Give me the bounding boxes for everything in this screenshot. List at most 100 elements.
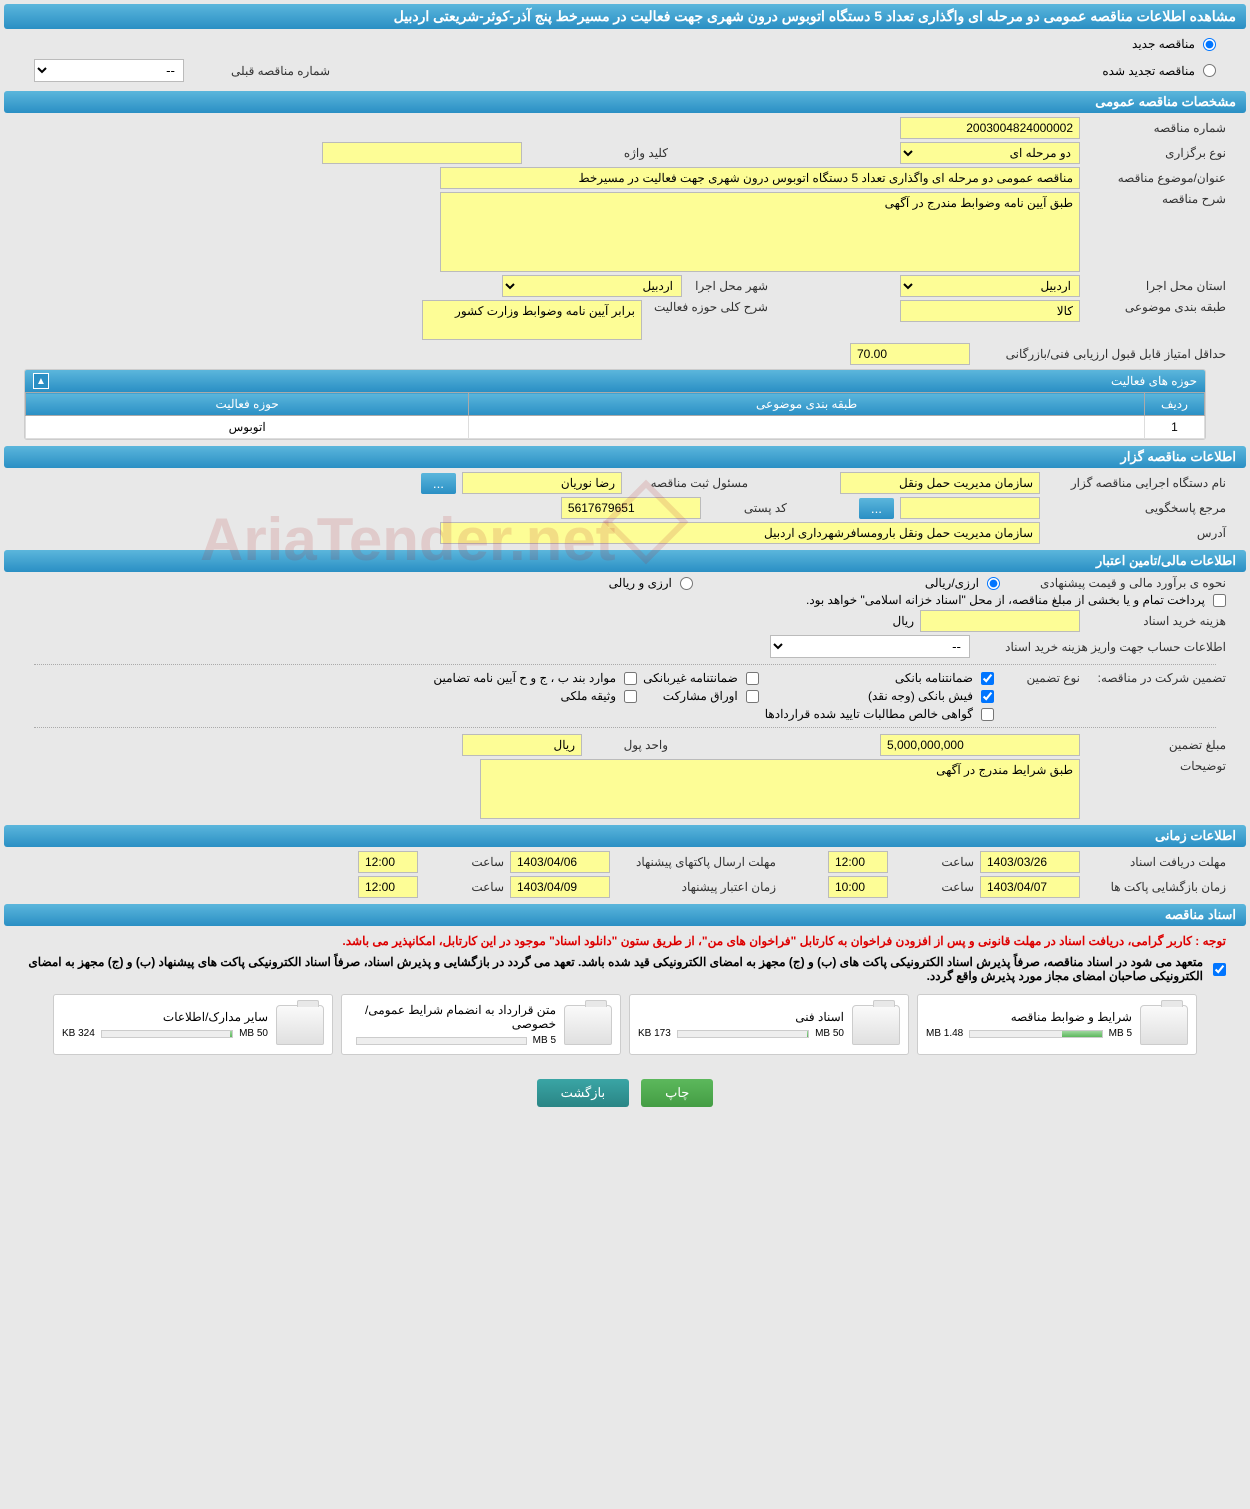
folder-icon: [1140, 1005, 1188, 1045]
file-title: اسناد فنی: [638, 1010, 844, 1024]
keyword-input[interactable]: [322, 142, 522, 164]
folder-icon: [276, 1005, 324, 1045]
file-title: متن قرارداد به انضمام شرایط عمومی/خصوصی: [350, 1003, 556, 1031]
activities-table: ردیف طبقه بندی موضوعی حوزه فعالیت 1 اتوب…: [25, 392, 1205, 439]
keyword-label: کلید واژه: [528, 146, 668, 160]
min-score-input[interactable]: [850, 343, 970, 365]
holding-type-label: نوع برگزاری: [1086, 146, 1226, 160]
category-label: طبقه بندی موضوعی: [1086, 300, 1226, 314]
submit-label: مهلت ارسال پاکتهای پیشنهاد: [616, 855, 776, 869]
holding-type-select[interactable]: دو مرحله ای: [900, 142, 1080, 164]
radio-renewed-tender[interactable]: مناقصه تجدید شده: [1102, 64, 1216, 78]
notes-label: توضیحات: [1086, 759, 1226, 773]
time-label-3: ساعت: [894, 880, 974, 894]
commitment-check[interactable]: [1213, 963, 1226, 976]
section-tenderer: اطلاعات مناقصه گزار: [4, 446, 1246, 468]
chk-bank-guarantee[interactable]: ضمانتنامه بانکی: [765, 671, 994, 685]
receive-time-input[interactable]: [828, 851, 888, 873]
chk-bank-receipt[interactable]: فیش بانکی (وجه نقد): [765, 689, 994, 703]
print-button[interactable]: چاپ: [641, 1079, 713, 1107]
currency-input[interactable]: [462, 734, 582, 756]
radio-renewed-input[interactable]: [1203, 64, 1216, 77]
desc-label: شرح مناقصه: [1086, 192, 1226, 206]
guarantee-label: تضمین شرکت در مناقصه:: [1086, 671, 1226, 685]
commitment-text: متعهد می شود در اسناد مناقصه، صرفاً پذیر…: [24, 955, 1203, 983]
activities-title: حوزه های فعالیت: [1111, 374, 1197, 388]
file-grid: شرایط و ضوابط مناقصه 5 MB 1.48 MB اسناد …: [24, 986, 1226, 1063]
guarantee-amount-label: مبلغ تضمین: [1086, 738, 1226, 752]
page-title: مشاهده اطلاعات مناقصه عمومی دو مرحله ای …: [4, 4, 1246, 29]
validity-date-input[interactable]: [510, 876, 610, 898]
desc-textarea[interactable]: طبق آیین نامه وضوابط مندرج در آگهی: [440, 192, 1080, 272]
radio-arzi-o-riali[interactable]: ارزی و ریالی: [609, 576, 693, 590]
col-category: طبقه بندی موضوعی: [469, 393, 1145, 416]
section-general: مشخصات مناقصه عمومی: [4, 91, 1246, 113]
col-scope: حوزه فعالیت: [26, 393, 469, 416]
collapse-icon[interactable]: ▲: [33, 373, 49, 389]
doc-cost-input[interactable]: [920, 610, 1080, 632]
chk-participation[interactable]: اوراق مشارکت: [643, 689, 759, 703]
estimate-label: نحوه ی برآورد مالی و قیمت پیشنهادی: [1006, 576, 1226, 590]
postal-input[interactable]: [561, 497, 701, 519]
submit-time-input[interactable]: [358, 851, 418, 873]
reg-input[interactable]: [462, 472, 622, 494]
chk-clauses[interactable]: موارد بند ب ، ج و ح آیین نامه تضامین: [433, 671, 637, 685]
more-button[interactable]: ...: [421, 473, 456, 494]
time-label-1: ساعت: [894, 855, 974, 869]
address-input[interactable]: [440, 522, 1040, 544]
city-label: شهر محل اجرا: [688, 279, 768, 293]
contact-more-button[interactable]: ...: [859, 498, 894, 519]
currency-label: واحد پول: [588, 738, 668, 752]
contact-label: مرجع پاسخگویی: [1046, 501, 1226, 515]
province-label: استان محل اجرا: [1086, 279, 1226, 293]
scope-textarea[interactable]: برابر آیین نامه وضوابط وزارت کشور: [422, 300, 642, 340]
documents-notice: توجه : کاربر گرامی، دریافت اسناد در مهلت…: [24, 930, 1226, 952]
file-title: شرایط و ضوابط مناقصه: [926, 1010, 1132, 1024]
table-row: 1 اتوبوس: [26, 416, 1205, 439]
validity-label: زمان اعتبار پیشنهاد: [616, 880, 776, 894]
chk-nonbank[interactable]: ضمانتنامه غیربانکی: [643, 671, 759, 685]
account-select[interactable]: --: [770, 635, 970, 658]
rial-label: ریال: [892, 614, 914, 628]
address-label: آدرس: [1046, 526, 1226, 540]
chk-settlement[interactable]: گواهی خالص مطالبات تایید شده قراردادها: [765, 707, 994, 721]
section-timing: اطلاعات زمانی: [4, 825, 1246, 847]
opening-date-input[interactable]: [980, 876, 1080, 898]
guarantee-type-label: نوع تضمین: [1000, 671, 1080, 685]
radio-arzi-riali[interactable]: ارزی/ریالی: [925, 576, 1000, 590]
radio-renewed-label: مناقصه تجدید شده: [1102, 64, 1195, 78]
city-select[interactable]: اردبیل: [502, 275, 682, 297]
guarantee-amount-input[interactable]: [880, 734, 1080, 756]
validity-time-input[interactable]: [358, 876, 418, 898]
back-button[interactable]: بازگشت: [537, 1079, 629, 1107]
notes-textarea[interactable]: طبق شرایط مندرج در آگهی: [480, 759, 1080, 819]
time-label-4: ساعت: [424, 880, 504, 894]
category-input[interactable]: [900, 300, 1080, 322]
reg-label: مسئول ثبت مناقصه: [628, 476, 748, 490]
radio-new-label: مناقصه جدید: [1132, 37, 1195, 51]
payment-check[interactable]: پرداخت تمام و یا بخشی از مبلغ مناقصه، از…: [806, 593, 1226, 607]
doc-cost-label: هزینه خرید اسناد: [1086, 614, 1226, 628]
submit-date-input[interactable]: [510, 851, 610, 873]
file-card[interactable]: سایر مدارک/اطلاعات 50 MB 324 KB: [53, 994, 333, 1055]
file-card[interactable]: اسناد فنی 50 MB 173 KB: [629, 994, 909, 1055]
chk-property[interactable]: وثیقه ملکی: [433, 689, 637, 703]
radio-new-tender[interactable]: مناقصه جدید: [34, 37, 1216, 51]
file-card[interactable]: شرایط و ضوابط مناقصه 5 MB 1.48 MB: [917, 994, 1197, 1055]
tender-no-label: شماره مناقصه: [1086, 121, 1226, 135]
prev-number-label: شماره مناقصه قبلی: [190, 64, 330, 78]
org-input[interactable]: [840, 472, 1040, 494]
province-select[interactable]: اردبیل: [900, 275, 1080, 297]
file-card[interactable]: متن قرارداد به انضمام شرایط عمومی/خصوصی …: [341, 994, 621, 1055]
tender-no-input[interactable]: [900, 117, 1080, 139]
opening-time-input[interactable]: [828, 876, 888, 898]
contact-input[interactable]: [900, 497, 1040, 519]
subject-label: عنوان/موضوع مناقصه: [1086, 171, 1226, 185]
radio-new-input[interactable]: [1203, 38, 1216, 51]
prev-number-select[interactable]: --: [34, 59, 184, 82]
receive-date-input[interactable]: [980, 851, 1080, 873]
col-index: ردیف: [1145, 393, 1205, 416]
subject-input[interactable]: [440, 167, 1080, 189]
org-label: نام دستگاه اجرایی مناقصه گزار: [1046, 476, 1226, 490]
folder-icon: [852, 1005, 900, 1045]
